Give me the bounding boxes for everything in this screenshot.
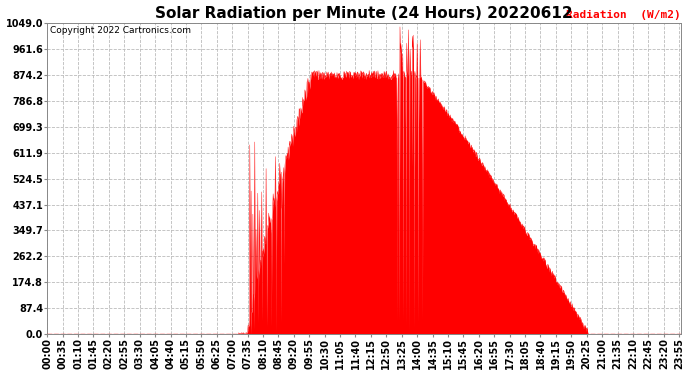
Text: Copyright 2022 Cartronics.com: Copyright 2022 Cartronics.com [50,26,191,35]
Title: Solar Radiation per Minute (24 Hours) 20220612: Solar Radiation per Minute (24 Hours) 20… [155,6,573,21]
Text: Radiation  (W/m2): Radiation (W/m2) [566,10,681,20]
